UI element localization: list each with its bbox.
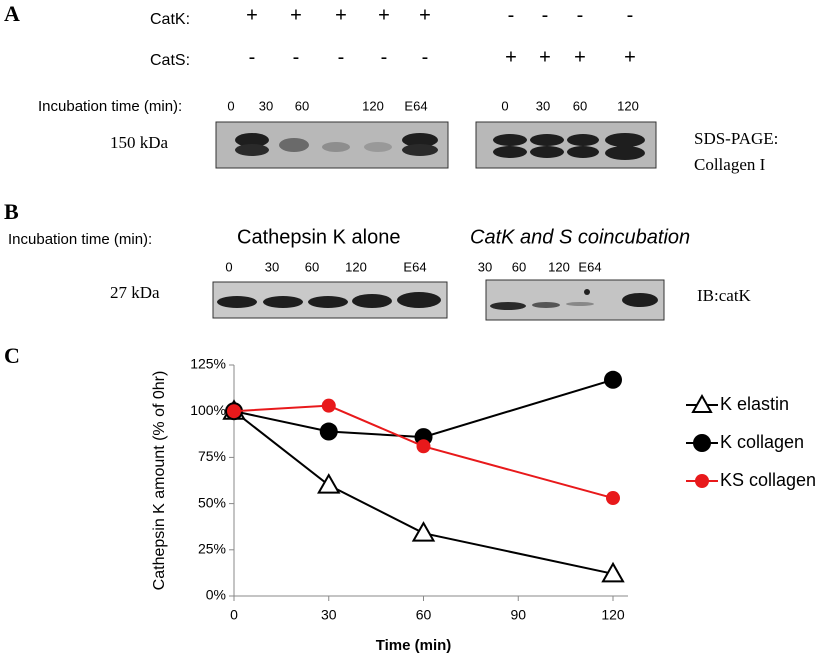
y-tick-label: 100% [190,402,226,418]
size-marker: 150 kDa [110,133,169,152]
blot-title: Cathepsin K alone [237,226,400,248]
marker [606,491,620,506]
legend-marker [695,474,709,488]
catk-sign: + [290,4,302,26]
marker [416,439,431,454]
panel-label: B [4,199,19,224]
lane-label: 30 [536,98,550,113]
incubation-label: Incubation time (min): [38,98,182,115]
lane-label: 120 [548,259,570,274]
x-tick-label: 90 [510,607,526,623]
lane-label: 30 [478,259,492,274]
lane-label: 0 [227,98,234,113]
lane-label: E64 [578,259,601,274]
cats-sign: + [505,46,517,68]
cats-sign: - [381,46,388,68]
y-tick-label: 75% [198,448,226,464]
legend-marker [691,393,713,413]
lane-label: 60 [305,259,319,274]
catk-sign: - [577,4,584,26]
blot-a-right [475,121,657,169]
lane-label: 60 [295,98,309,113]
cats-sign: + [624,46,636,68]
catk-sign: + [246,4,258,26]
caption: Collagen I [694,155,766,174]
catk-sign: + [335,4,347,26]
marker [411,521,436,542]
catk-sign: + [419,4,431,26]
caption: IB:catK [697,286,752,305]
y-axis-label: Cathepsin K amount (% of 0hr) [151,371,168,591]
series-line [233,378,614,439]
lane-label: E64 [404,98,427,113]
marker [321,398,336,413]
lane-label: E64 [403,259,426,274]
panel-label: A [4,1,20,26]
marker [319,422,338,441]
lane-label: 120 [617,98,639,113]
lane-label: 30 [265,259,279,274]
x-axis-label: Time (min) [376,637,452,654]
lane-label: 120 [362,98,384,113]
legend-label: K collagen [720,432,804,452]
blot-b-left [212,281,448,319]
x-tick-label: 120 [601,607,625,623]
series-line [233,410,614,575]
caption: SDS-PAGE: [694,129,778,148]
cats-sign: - [338,46,345,68]
y-tick-label: 125% [190,356,226,372]
cats-sign: + [574,46,586,68]
catk-sign: - [542,4,549,26]
catk-sign: + [378,4,390,26]
lane-label: 60 [573,98,587,113]
y-tick-label: 50% [198,494,226,510]
lane-label: 120 [345,259,367,274]
catk-sign: - [627,4,634,26]
blot-title: CatK and S coincubation [470,226,690,248]
series-line [233,404,614,500]
lane-label: 60 [512,259,526,274]
marker [601,561,625,583]
x-tick-label: 60 [416,607,432,623]
catk-label: CatK: [150,11,190,28]
x-tick-label: 0 [230,607,238,623]
legend-label: K elastin [720,394,789,414]
y-tick-label: 0% [206,587,226,603]
blot-a-left [215,121,449,169]
cats-sign: - [249,46,256,68]
cats-sign: + [539,46,551,68]
x-tick-label: 30 [321,607,337,623]
blot-b-right [485,279,665,321]
lane-label: 0 [501,98,508,113]
cats-sign: - [422,46,429,68]
y-tick-label: 25% [198,541,226,557]
catk-sign: - [508,4,515,26]
marker [604,370,622,389]
cats-sign: - [293,46,300,68]
panel-label: C [4,343,20,368]
lane-label: 0 [225,259,232,274]
incubation-label: Incubation time (min): [8,231,152,248]
marker [227,404,241,419]
marker [317,473,341,494]
cats-label: CatS: [150,52,190,69]
legend-label: KS collagen [720,470,816,490]
size-marker: 27 kDa [110,283,160,302]
legend-marker [693,434,711,452]
lane-label: 30 [259,98,273,113]
